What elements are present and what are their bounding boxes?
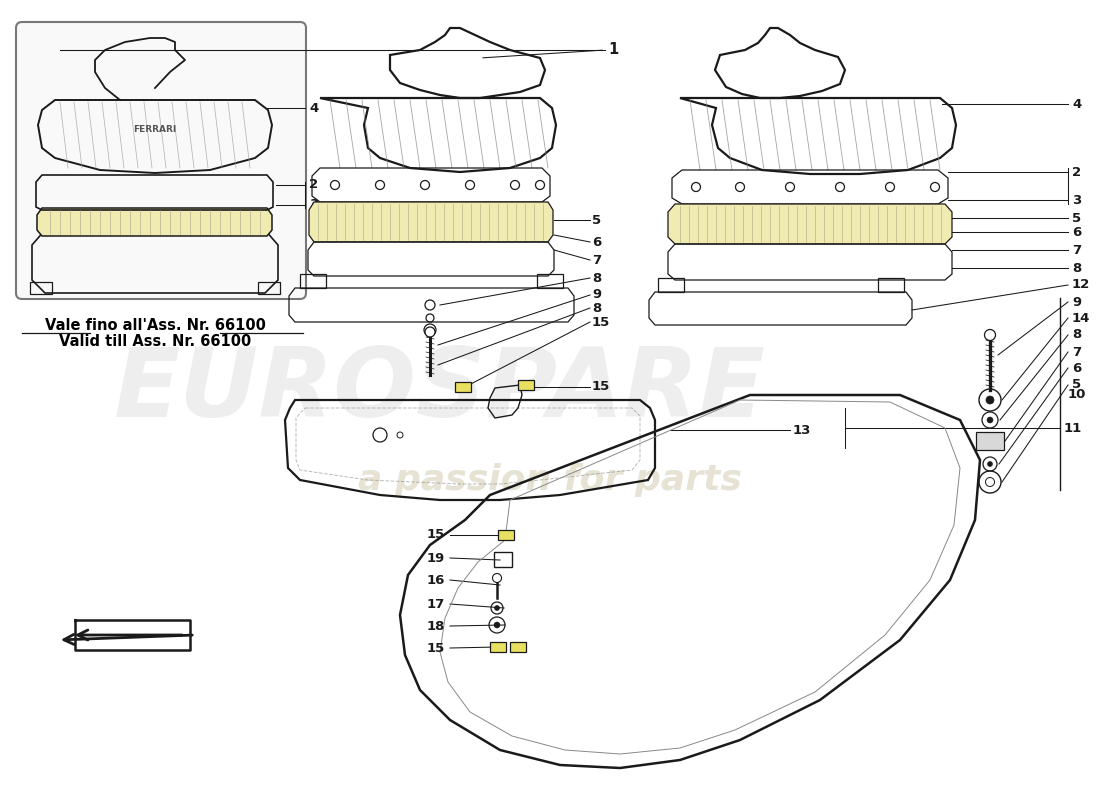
Text: 15: 15 <box>592 381 611 394</box>
Circle shape <box>988 462 992 466</box>
Circle shape <box>330 181 340 190</box>
Circle shape <box>785 182 794 191</box>
Circle shape <box>836 182 845 191</box>
Bar <box>30 282 52 294</box>
Bar <box>494 552 512 567</box>
Text: 9: 9 <box>1072 295 1081 309</box>
Bar <box>510 642 526 652</box>
Text: 7: 7 <box>1072 243 1081 257</box>
Text: 5: 5 <box>592 214 601 226</box>
Circle shape <box>510 181 519 190</box>
Text: 9: 9 <box>592 289 601 302</box>
Polygon shape <box>976 432 1004 450</box>
Text: 2: 2 <box>309 178 318 191</box>
Bar <box>518 380 534 390</box>
Circle shape <box>465 181 474 190</box>
FancyBboxPatch shape <box>16 22 306 299</box>
Text: 5: 5 <box>1072 211 1081 225</box>
Bar <box>658 278 684 292</box>
Bar <box>300 274 326 288</box>
Circle shape <box>536 181 544 190</box>
Text: 17: 17 <box>427 598 446 610</box>
Text: a passion for parts: a passion for parts <box>359 463 741 497</box>
Text: 1: 1 <box>608 42 618 58</box>
Circle shape <box>984 330 996 341</box>
Text: 7: 7 <box>1072 346 1081 358</box>
Text: 14: 14 <box>1072 311 1090 325</box>
Bar <box>455 382 471 392</box>
Text: 8: 8 <box>592 302 602 314</box>
Circle shape <box>494 622 501 628</box>
Bar <box>258 282 280 294</box>
Text: 3: 3 <box>1072 194 1081 206</box>
Circle shape <box>425 327 435 337</box>
Text: 6: 6 <box>1072 362 1081 374</box>
Bar <box>498 530 514 540</box>
Circle shape <box>931 182 939 191</box>
Circle shape <box>420 181 429 190</box>
Text: 2: 2 <box>1072 166 1081 178</box>
Text: Valid till Ass. Nr. 66100: Valid till Ass. Nr. 66100 <box>59 334 251 350</box>
Polygon shape <box>668 204 952 244</box>
Text: 15: 15 <box>592 315 611 329</box>
Circle shape <box>736 182 745 191</box>
Text: 10: 10 <box>1068 387 1087 401</box>
Text: 11: 11 <box>1064 422 1082 434</box>
Text: Vale fino all'Ass. Nr. 66100: Vale fino all'Ass. Nr. 66100 <box>45 318 265 333</box>
Circle shape <box>987 417 993 423</box>
Polygon shape <box>37 208 272 236</box>
Text: 4: 4 <box>1072 98 1081 110</box>
Circle shape <box>375 181 385 190</box>
Bar <box>878 278 904 292</box>
Text: 3: 3 <box>309 198 318 211</box>
Text: 7: 7 <box>592 254 601 266</box>
Text: 8: 8 <box>1072 262 1081 274</box>
Text: 4: 4 <box>309 102 318 114</box>
Text: FERRARI: FERRARI <box>133 126 177 134</box>
Text: 8: 8 <box>1072 329 1081 342</box>
Text: 15: 15 <box>427 642 446 654</box>
Text: 15: 15 <box>427 529 446 542</box>
Bar <box>537 274 563 288</box>
Text: 13: 13 <box>793 423 812 437</box>
Circle shape <box>493 574 502 582</box>
Bar <box>490 642 506 652</box>
Text: 6: 6 <box>592 235 602 249</box>
Text: 19: 19 <box>427 551 446 565</box>
Text: EUROSPARE: EUROSPARE <box>114 343 766 437</box>
Circle shape <box>692 182 701 191</box>
Circle shape <box>986 396 994 404</box>
Polygon shape <box>309 202 553 242</box>
Circle shape <box>886 182 894 191</box>
Text: 6: 6 <box>1072 226 1081 238</box>
Circle shape <box>495 606 499 610</box>
Text: 18: 18 <box>427 619 446 633</box>
Text: 12: 12 <box>1072 278 1090 291</box>
Text: 16: 16 <box>427 574 446 586</box>
Text: 5: 5 <box>1072 378 1081 391</box>
Text: 8: 8 <box>592 271 602 285</box>
